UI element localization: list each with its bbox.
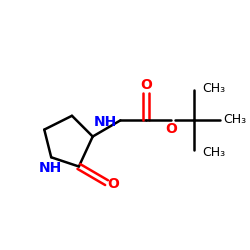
Text: CH₃: CH₃	[223, 113, 246, 126]
Text: NH: NH	[94, 114, 117, 128]
Text: NH: NH	[38, 161, 62, 175]
Text: CH₃: CH₃	[202, 146, 226, 159]
Text: O: O	[108, 177, 120, 191]
Text: O: O	[165, 122, 177, 136]
Text: O: O	[140, 78, 152, 92]
Text: CH₃: CH₃	[202, 82, 226, 94]
